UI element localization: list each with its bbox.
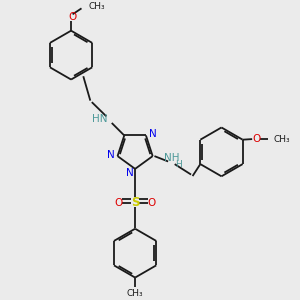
Text: S: S — [131, 196, 140, 209]
Text: H: H — [176, 160, 182, 169]
Text: NH: NH — [164, 153, 179, 163]
Text: CH₃: CH₃ — [274, 135, 290, 144]
Text: N: N — [148, 129, 156, 139]
Text: O: O — [147, 197, 156, 208]
Text: N: N — [107, 150, 115, 160]
Text: O: O — [253, 134, 261, 144]
Text: CH₃: CH₃ — [88, 2, 105, 11]
Text: O: O — [115, 197, 123, 208]
Text: N: N — [126, 168, 134, 178]
Text: HN: HN — [92, 114, 107, 124]
Text: O: O — [68, 12, 77, 22]
Text: CH₃: CH₃ — [127, 289, 143, 298]
